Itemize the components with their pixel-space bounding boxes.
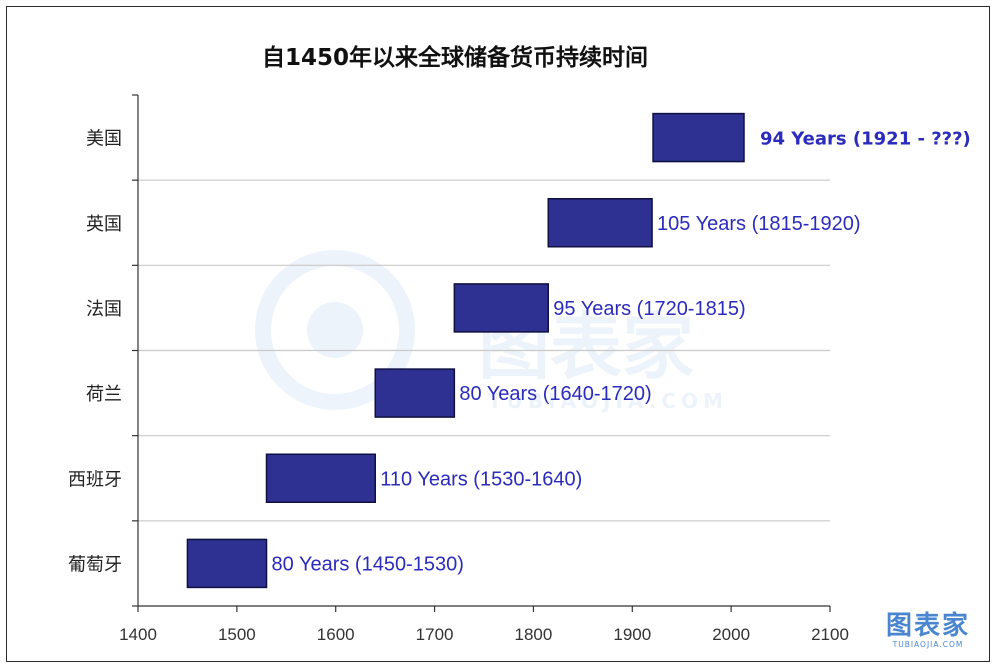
gridlines (138, 179, 830, 522)
data-label: 80 Years (1450-1530) (272, 553, 464, 575)
data-label: 95 Years (1720-1815) (553, 298, 745, 320)
logo-subtext: TUBIAOJIA.COM (892, 640, 964, 649)
category-label: 西班牙 (68, 469, 122, 490)
data-labels: 94 Years (1921 - ???) 105 Years (1815-192… (272, 129, 971, 576)
x-tick-label: 2100 (811, 625, 849, 644)
x-tick-label: 1500 (218, 625, 256, 644)
chart-title: 自1450年以来全球储备货币持续时间 (262, 44, 648, 71)
category-label: 英国 (86, 214, 122, 235)
data-label: 80 Years (1640-1720) (459, 383, 651, 405)
logo-text: 图表家 (886, 610, 970, 641)
data-label: 105 Years (1815-1920) (657, 213, 861, 235)
logo: 图表家 TUBIAOJIA.COM (886, 610, 970, 649)
category-label: 法国 (86, 299, 122, 320)
bar (265, 453, 377, 503)
category-label: 荷兰 (86, 384, 122, 405)
watermark-subtext: TUBIAOJIA.COM (488, 389, 728, 413)
bar (547, 198, 653, 248)
bar (652, 112, 745, 163)
x-tick-labels: 1400 1500 1600 1700 1800 1900 2000 2100 (119, 625, 849, 644)
data-label: 94 Years (1921 - ???) (760, 129, 971, 150)
x-tick-label: 1800 (515, 625, 553, 644)
bars (186, 112, 745, 589)
bar (374, 368, 456, 418)
x-tick-label: 1400 (119, 625, 157, 644)
x-tick-label: 1600 (317, 625, 355, 644)
chart-frame (6, 6, 990, 662)
watermark-ring-icon (255, 250, 415, 410)
bar (186, 538, 268, 589)
x-tick-label: 2000 (712, 625, 750, 644)
category-label: 美国 (86, 129, 122, 150)
bar (453, 283, 550, 333)
watermark: 图表家 TUBIAOJIA.COM (255, 250, 728, 413)
x-tick-label: 1900 (613, 625, 651, 644)
category-label: 葡萄牙 (68, 554, 122, 575)
x-tick-label: 1700 (416, 625, 454, 644)
data-label: 110 Years (1530-1640) (380, 468, 582, 490)
watermark-dot-icon (307, 302, 363, 358)
axes (132, 94, 831, 612)
